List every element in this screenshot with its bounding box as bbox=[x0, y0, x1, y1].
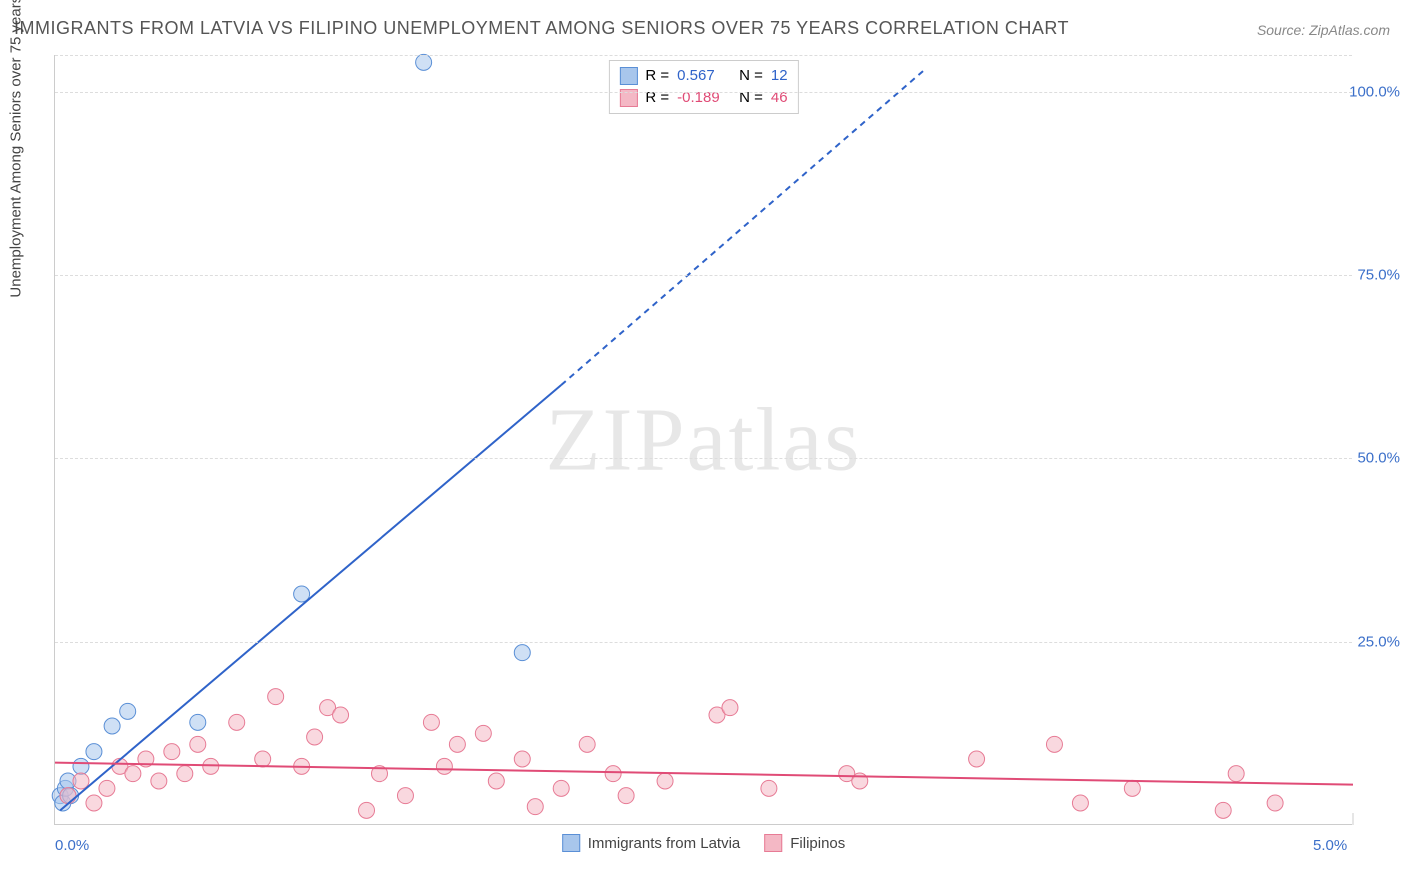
r-value-filipinos: -0.189 bbox=[677, 87, 731, 109]
data-point-filipinos bbox=[177, 766, 193, 782]
data-point-latvia bbox=[190, 714, 206, 730]
y-axis-title: Unemployment Among Seniors over 75 years bbox=[8, 0, 25, 298]
data-point-filipinos bbox=[307, 729, 323, 745]
gridline bbox=[55, 92, 1352, 93]
data-point-filipinos bbox=[229, 714, 245, 730]
data-point-filipinos bbox=[151, 773, 167, 789]
legend-item-latvia: Immigrants from Latvia bbox=[562, 834, 741, 852]
trendline-latvia bbox=[60, 385, 561, 810]
data-point-latvia bbox=[120, 703, 136, 719]
data-point-filipinos bbox=[255, 751, 271, 767]
data-point-filipinos bbox=[579, 736, 595, 752]
data-point-filipinos bbox=[657, 773, 673, 789]
legend-item-filipinos: Filipinos bbox=[764, 834, 845, 852]
data-point-filipinos bbox=[268, 689, 284, 705]
correlation-legend: R = 0.567 N = 12 R = -0.189 N = 46 bbox=[608, 60, 798, 114]
y-tick-label: 75.0% bbox=[1340, 267, 1400, 284]
data-point-filipinos bbox=[618, 788, 634, 804]
trendline-latvia-extrapolated bbox=[561, 70, 924, 385]
data-point-filipinos bbox=[449, 736, 465, 752]
r-label: R = bbox=[645, 87, 669, 109]
data-point-filipinos bbox=[73, 773, 89, 789]
data-point-filipinos bbox=[397, 788, 413, 804]
data-point-filipinos bbox=[99, 780, 115, 796]
legend-label-latvia: Immigrants from Latvia bbox=[588, 835, 741, 852]
data-point-filipinos bbox=[1046, 736, 1062, 752]
data-point-filipinos bbox=[164, 744, 180, 760]
data-point-filipinos bbox=[514, 751, 530, 767]
data-point-filipinos bbox=[969, 751, 985, 767]
data-point-filipinos bbox=[359, 802, 375, 818]
legend-swatch-filipinos bbox=[764, 834, 782, 852]
y-tick-label: 50.0% bbox=[1340, 450, 1400, 467]
n-value-filipinos: 46 bbox=[771, 87, 788, 109]
data-point-filipinos bbox=[1072, 795, 1088, 811]
gridline bbox=[55, 458, 1352, 459]
legend-label-filipinos: Filipinos bbox=[790, 835, 845, 852]
data-point-filipinos bbox=[333, 707, 349, 723]
n-label: N = bbox=[739, 65, 763, 87]
legend-swatch-latvia bbox=[562, 834, 580, 852]
n-value-latvia: 12 bbox=[771, 65, 788, 87]
data-point-filipinos bbox=[761, 780, 777, 796]
series-legend: Immigrants from Latvia Filipinos bbox=[562, 834, 846, 852]
data-point-filipinos bbox=[86, 795, 102, 811]
chart-svg bbox=[55, 55, 1352, 824]
data-point-filipinos bbox=[475, 725, 491, 741]
data-point-filipinos bbox=[1215, 802, 1231, 818]
legend-swatch-latvia bbox=[619, 67, 637, 85]
x-tick-label: 5.0% bbox=[1313, 837, 1347, 854]
plot-area: ZIPatlas R = 0.567 N = 12 R = -0.189 N =… bbox=[54, 55, 1352, 825]
data-point-filipinos bbox=[488, 773, 504, 789]
data-point-filipinos bbox=[605, 766, 621, 782]
source-label: Source: ZipAtlas.com bbox=[1257, 22, 1390, 38]
data-point-filipinos bbox=[125, 766, 141, 782]
data-point-filipinos bbox=[1267, 795, 1283, 811]
data-point-filipinos bbox=[527, 799, 543, 815]
r-label: R = bbox=[645, 65, 669, 87]
data-point-filipinos bbox=[1124, 780, 1140, 796]
data-point-filipinos bbox=[1228, 766, 1244, 782]
trendline-filipinos bbox=[55, 763, 1353, 785]
gridline bbox=[55, 642, 1352, 643]
data-point-latvia bbox=[73, 758, 89, 774]
data-point-filipinos bbox=[190, 736, 206, 752]
data-point-filipinos bbox=[722, 700, 738, 716]
gridline bbox=[55, 55, 1352, 56]
data-point-filipinos bbox=[436, 758, 452, 774]
data-point-latvia bbox=[514, 645, 530, 661]
r-value-latvia: 0.567 bbox=[677, 65, 731, 87]
n-label: N = bbox=[739, 87, 763, 109]
x-tick-label: 0.0% bbox=[55, 837, 89, 854]
data-point-filipinos bbox=[60, 788, 76, 804]
y-tick-label: 25.0% bbox=[1340, 633, 1400, 650]
gridline bbox=[55, 275, 1352, 276]
data-point-filipinos bbox=[553, 780, 569, 796]
data-point-latvia bbox=[104, 718, 120, 734]
data-point-latvia bbox=[86, 744, 102, 760]
legend-row-filipinos: R = -0.189 N = 46 bbox=[619, 87, 787, 109]
legend-row-latvia: R = 0.567 N = 12 bbox=[619, 65, 787, 87]
data-point-filipinos bbox=[423, 714, 439, 730]
chart-title: IMMIGRANTS FROM LATVIA VS FILIPINO UNEMP… bbox=[14, 18, 1069, 39]
y-tick-label: 100.0% bbox=[1340, 83, 1400, 100]
data-point-latvia bbox=[416, 54, 432, 70]
